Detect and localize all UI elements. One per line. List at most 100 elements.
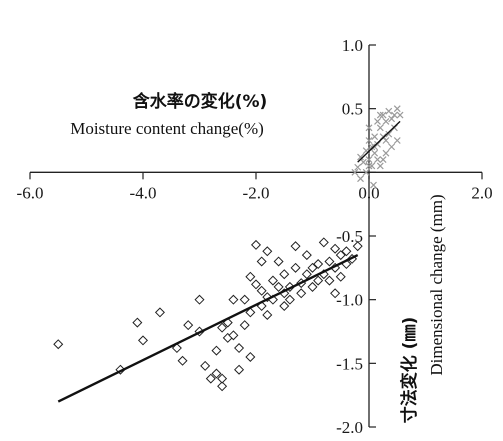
x-tick-labels: -6.0 -4.0 -2.0 0.0 2.0 bbox=[17, 183, 493, 202]
data-point-diamond bbox=[256, 285, 267, 296]
x-marker-stroke bbox=[379, 156, 387, 164]
data-point-x bbox=[388, 143, 396, 151]
x-marker-stroke bbox=[382, 137, 390, 144]
data-point-diamond bbox=[324, 275, 335, 286]
x-marker-stroke bbox=[351, 168, 359, 176]
x-marker-stroke bbox=[371, 133, 379, 141]
data-point-x bbox=[379, 111, 387, 119]
x-marker-stroke bbox=[396, 111, 404, 119]
data-point-x bbox=[371, 133, 379, 141]
data-point-diamond bbox=[313, 259, 324, 270]
data-point-diamond bbox=[313, 275, 324, 286]
x-tick-label: 2.0 bbox=[471, 183, 492, 202]
x-marker-stroke bbox=[354, 163, 362, 171]
data-point-diamond bbox=[177, 355, 188, 366]
data-point-diamond bbox=[217, 322, 228, 333]
x-marker-stroke bbox=[382, 149, 390, 157]
y-tick-label: -1.0 bbox=[336, 291, 363, 310]
data-point-diamond bbox=[341, 246, 352, 257]
x-marker-stroke bbox=[365, 124, 373, 132]
data-point-diamond bbox=[335, 271, 346, 282]
x-marker-stroke bbox=[385, 130, 393, 138]
data-point-diamond bbox=[318, 237, 329, 248]
data-point-diamond bbox=[211, 345, 222, 356]
trendline-x bbox=[357, 120, 401, 163]
data-point-diamond bbox=[296, 288, 307, 299]
data-point-x bbox=[391, 111, 398, 119]
data-point-x bbox=[382, 149, 390, 157]
x-marker-stroke bbox=[357, 153, 364, 161]
x-marker-stroke bbox=[371, 149, 379, 157]
data-point-diamond bbox=[245, 307, 256, 318]
data-point-diamond bbox=[301, 250, 312, 261]
data-point-diamond bbox=[228, 330, 239, 341]
data-point-diamond bbox=[335, 250, 346, 261]
x-marker-stroke bbox=[376, 162, 384, 170]
x-marker-stroke bbox=[357, 175, 364, 183]
data-point-x bbox=[365, 162, 373, 170]
data-point-x bbox=[359, 158, 367, 166]
data-point-diamond bbox=[307, 281, 318, 292]
data-point-diamond bbox=[239, 294, 250, 305]
data-point-diamond bbox=[330, 288, 341, 299]
data-point-x bbox=[396, 111, 404, 119]
data-point-diamond bbox=[217, 381, 228, 392]
data-point-x bbox=[385, 107, 393, 115]
x-marker-stroke bbox=[393, 137, 401, 144]
data-point-diamond bbox=[324, 256, 335, 267]
trendlines bbox=[57, 120, 401, 403]
x-tick-label: -2.0 bbox=[243, 183, 270, 202]
x-marker-stroke bbox=[385, 107, 393, 115]
data-point-diamond bbox=[250, 279, 262, 290]
data-point-x bbox=[362, 168, 370, 176]
data-point-x bbox=[393, 105, 401, 113]
x-tick-label: -6.0 bbox=[17, 183, 44, 202]
data-point-diamond bbox=[53, 339, 64, 350]
x-marker-stroke bbox=[376, 111, 384, 119]
x-marker-stroke bbox=[393, 105, 401, 113]
x-marker-stroke bbox=[388, 115, 396, 123]
data-point-x bbox=[382, 137, 390, 144]
data-point-diamond bbox=[256, 256, 267, 267]
x-marker-stroke bbox=[376, 124, 384, 132]
data-point-diamond bbox=[234, 364, 245, 375]
data-point-x bbox=[374, 117, 381, 125]
data-point-x bbox=[376, 162, 384, 170]
data-point-x bbox=[388, 115, 396, 123]
data-point-x bbox=[365, 124, 373, 132]
x-marker-stroke bbox=[365, 156, 373, 164]
y-tick-label: -2.0 bbox=[336, 418, 363, 437]
data-point-diamond bbox=[267, 275, 278, 286]
y-tick-label: -1.5 bbox=[336, 354, 363, 373]
x-marker-stroke bbox=[362, 147, 370, 155]
data-point-diamond bbox=[330, 243, 341, 254]
y-tick-label: 0.5 bbox=[342, 100, 363, 119]
data-point-x bbox=[368, 162, 376, 170]
data-point-diamond bbox=[262, 309, 273, 320]
data-point-diamond bbox=[217, 373, 228, 384]
data-point-x bbox=[365, 137, 373, 144]
x-marker-stroke bbox=[374, 117, 381, 125]
x-marker-stroke bbox=[391, 111, 398, 119]
data-point-diamond bbox=[352, 241, 363, 252]
data-point-x bbox=[374, 156, 381, 164]
data-point-x bbox=[382, 117, 390, 125]
data-point-diamond bbox=[183, 320, 194, 331]
data-point-diamond bbox=[228, 294, 239, 305]
data-point-diamond bbox=[262, 292, 273, 303]
data-point-x bbox=[393, 137, 401, 144]
data-point-diamond bbox=[132, 317, 143, 328]
data-point-diamond bbox=[250, 239, 262, 250]
y-tick-label: -0.5 bbox=[336, 227, 363, 246]
data-point-diamond bbox=[262, 246, 273, 257]
series-x bbox=[351, 105, 404, 189]
data-point-x bbox=[365, 156, 373, 164]
x-marker-stroke bbox=[382, 117, 390, 125]
data-point-x bbox=[379, 156, 387, 164]
data-point-diamond bbox=[290, 262, 301, 273]
data-point-diamond bbox=[290, 241, 301, 252]
y-tick-label: 1.0 bbox=[342, 36, 363, 55]
data-point-diamond bbox=[284, 294, 295, 305]
x-tick-label: 0.0 bbox=[358, 183, 379, 202]
